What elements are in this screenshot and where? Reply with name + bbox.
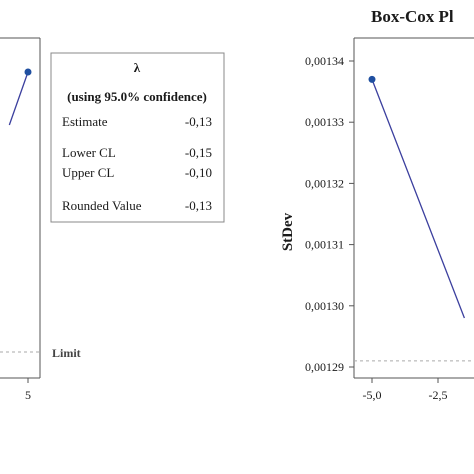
right-x-ticks: -5,0 -2,5 — [363, 378, 448, 402]
right-plot: Box-Cox Pl StDev 0,001340,001330,001320,… — [280, 7, 474, 402]
left-series-point — [24, 68, 32, 76]
legend-value-estimate: -0,13 — [185, 114, 212, 129]
right-series-line — [371, 79, 466, 319]
right-y-tick-label: 0,00132 — [305, 176, 344, 190]
right-y-tick-label: 0,00133 — [305, 115, 344, 129]
right-series-point — [368, 75, 376, 83]
legend-label-lower-cl: Lower CL — [62, 145, 116, 160]
left-limit-label: Limit — [52, 346, 81, 360]
legend-value-rounded: -0,13 — [185, 198, 212, 213]
legend-frame — [50, 52, 225, 223]
left-plot: 5 Limit — [0, 37, 81, 402]
legend-label-upper-cl: Upper CL — [62, 165, 114, 180]
right-y-tick-label: 0,00134 — [305, 54, 344, 68]
right-chart-title: Box-Cox Pl — [371, 7, 454, 26]
right-x-tick-label: -5,0 — [363, 388, 382, 402]
right-y-tick-label: 0,00129 — [305, 360, 344, 374]
right-y-ticks: 0,00134 0,00133 0,00132 0,00131 0,00130 0,001… — [305, 54, 354, 374]
legend-header: λ — [134, 60, 141, 75]
legend-label-rounded: Rounded Value — [62, 198, 142, 213]
legend-value-upper-cl: -0,10 — [185, 165, 212, 180]
legend-value-lower-cl: -0,15 — [185, 145, 212, 160]
right-x-tick-label: -2,5 — [429, 388, 448, 402]
left-x-tick-label: 5 — [25, 388, 31, 402]
legend-box: λ (using 95.0% confidence) Estimate -0,1… — [50, 52, 225, 223]
right-y-tick-label: 0,00131 — [305, 238, 344, 252]
legend-label-estimate: Estimate — [62, 114, 108, 129]
left-series-line — [8, 71, 29, 126]
legend-subheader: (using 95.0% confidence) — [67, 89, 207, 104]
right-y-axis-label: StDev — [280, 212, 296, 251]
right-y-tick-label: 0,00130 — [305, 299, 344, 313]
